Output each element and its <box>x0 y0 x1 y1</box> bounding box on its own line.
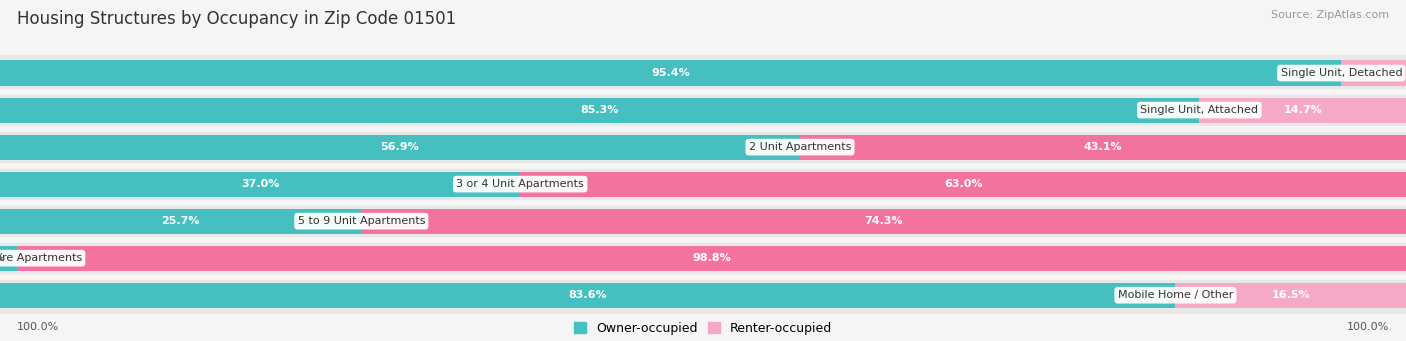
Bar <box>0 135 800 160</box>
Text: 74.3%: 74.3% <box>865 216 903 226</box>
Legend: Owner-occupied, Renter-occupied: Owner-occupied, Renter-occupied <box>574 322 832 335</box>
Bar <box>0 60 1341 86</box>
Bar <box>0 129 1406 166</box>
Bar <box>800 135 1406 160</box>
Text: 56.9%: 56.9% <box>381 142 419 152</box>
Text: 16.5%: 16.5% <box>1272 290 1310 300</box>
Text: 95.4%: 95.4% <box>651 68 690 78</box>
Text: 37.0%: 37.0% <box>240 179 280 189</box>
Text: 85.3%: 85.3% <box>581 105 619 115</box>
Text: 83.6%: 83.6% <box>568 290 607 300</box>
Text: 10 or more Apartments: 10 or more Apartments <box>0 253 82 263</box>
Text: 2 Unit Apartments: 2 Unit Apartments <box>749 142 851 152</box>
Bar <box>1175 283 1406 308</box>
Bar <box>520 172 1406 197</box>
Text: 98.8%: 98.8% <box>692 253 731 263</box>
Text: 43.1%: 43.1% <box>1084 142 1122 152</box>
Bar <box>0 209 361 234</box>
Bar <box>361 209 1406 234</box>
Bar <box>0 277 1406 314</box>
Bar <box>0 283 1175 308</box>
Bar <box>1199 98 1406 123</box>
Text: 5 to 9 Unit Apartments: 5 to 9 Unit Apartments <box>298 216 425 226</box>
Bar <box>0 55 1406 92</box>
Text: 14.7%: 14.7% <box>1284 105 1322 115</box>
Text: Housing Structures by Occupancy in Zip Code 01501: Housing Structures by Occupancy in Zip C… <box>17 10 456 28</box>
Text: Mobile Home / Other: Mobile Home / Other <box>1118 290 1233 300</box>
Text: 63.0%: 63.0% <box>943 179 983 189</box>
Bar <box>0 98 1199 123</box>
Bar <box>0 203 1406 240</box>
Bar <box>17 246 1406 271</box>
Bar <box>0 240 1406 277</box>
Text: 100.0%: 100.0% <box>17 322 59 332</box>
Text: Source: ZipAtlas.com: Source: ZipAtlas.com <box>1271 10 1389 20</box>
Bar <box>0 172 520 197</box>
Text: 3 or 4 Unit Apartments: 3 or 4 Unit Apartments <box>457 179 583 189</box>
Bar <box>0 166 1406 203</box>
Text: Single Unit, Attached: Single Unit, Attached <box>1140 105 1258 115</box>
Text: Single Unit, Detached: Single Unit, Detached <box>1281 68 1402 78</box>
Bar <box>0 92 1406 129</box>
Text: 1.2%: 1.2% <box>0 253 6 263</box>
Bar <box>0 246 17 271</box>
Text: 100.0%: 100.0% <box>1347 322 1389 332</box>
Bar <box>1341 60 1406 86</box>
Text: 25.7%: 25.7% <box>162 216 200 226</box>
